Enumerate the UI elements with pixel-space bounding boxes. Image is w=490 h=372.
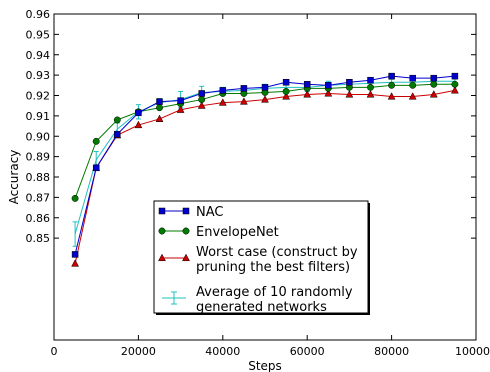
legend-marker bbox=[158, 253, 166, 262]
data-point bbox=[177, 97, 184, 104]
series-layer bbox=[71, 72, 459, 267]
data-point bbox=[156, 104, 163, 112]
data-point bbox=[450, 86, 459, 94]
data-point bbox=[219, 87, 227, 94]
legend-marker bbox=[158, 207, 166, 215]
data-point bbox=[346, 79, 353, 86]
y-tick-label: 0.88 bbox=[26, 171, 51, 184]
data-point bbox=[71, 259, 80, 267]
data-point bbox=[155, 114, 164, 122]
y-tick-label: 0.95 bbox=[26, 28, 51, 41]
data-point bbox=[282, 87, 290, 95]
data-point bbox=[324, 89, 333, 97]
y-tick-label: 0.86 bbox=[26, 212, 51, 225]
data-point bbox=[430, 80, 438, 88]
data-point bbox=[218, 98, 227, 106]
legend-label: EnvelopeNet bbox=[196, 225, 279, 240]
data-point bbox=[408, 92, 417, 100]
data-point bbox=[367, 83, 374, 91]
data-point bbox=[134, 120, 143, 129]
data-point bbox=[240, 85, 248, 92]
data-point bbox=[282, 92, 291, 100]
x-tick-label: 20000 bbox=[121, 345, 156, 358]
data-point bbox=[92, 137, 100, 145]
x-tick-label: 80000 bbox=[374, 345, 409, 358]
data-point bbox=[366, 90, 375, 98]
legend-marker bbox=[182, 227, 190, 235]
legend-entry: Average of 10 randomly generated network… bbox=[162, 285, 353, 315]
data-point bbox=[345, 90, 354, 98]
data-point bbox=[92, 164, 100, 172]
legend: NAC EnvelopeNet Worst case (construct by p… bbox=[153, 200, 370, 315]
y-tick-label: 0.91 bbox=[26, 110, 51, 123]
x-tick-label: 60000 bbox=[290, 345, 325, 358]
data-point bbox=[135, 109, 142, 117]
y-tick-label: 0.89 bbox=[26, 151, 51, 164]
data-point bbox=[156, 98, 163, 105]
data-point bbox=[176, 105, 185, 113]
data-point bbox=[197, 101, 206, 109]
legend-entry: NAC bbox=[158, 205, 223, 220]
y-tick-label: 0.94 bbox=[26, 49, 51, 62]
data-point bbox=[387, 92, 396, 100]
series-0 bbox=[71, 72, 459, 258]
legend-marker bbox=[182, 253, 190, 262]
data-point bbox=[71, 194, 79, 202]
data-point bbox=[451, 72, 459, 80]
legend-label: Worst case (construct by bbox=[196, 245, 358, 260]
y-tick-label: 0.92 bbox=[26, 90, 51, 103]
series-2 bbox=[71, 86, 459, 267]
data-point bbox=[303, 81, 311, 88]
y-tick-label: 0.96 bbox=[26, 8, 51, 21]
legend-label: pruning the best filters) bbox=[196, 260, 350, 275]
data-point bbox=[198, 96, 206, 104]
y-tick-label: 0.90 bbox=[26, 130, 51, 143]
x-tick-label: 0 bbox=[51, 345, 58, 358]
data-point bbox=[388, 72, 395, 80]
data-point bbox=[114, 130, 121, 138]
data-point bbox=[261, 95, 269, 103]
y-tick-label: 0.87 bbox=[26, 191, 51, 204]
data-point bbox=[388, 81, 396, 89]
data-point bbox=[409, 74, 416, 82]
legend-marker bbox=[182, 207, 190, 215]
data-point bbox=[430, 74, 438, 82]
data-point bbox=[429, 90, 438, 98]
y-axis-title: Accuracy bbox=[7, 150, 21, 205]
legend-label: generated networks bbox=[196, 300, 327, 315]
data-point bbox=[198, 90, 205, 97]
legend-box bbox=[153, 200, 369, 314]
data-point bbox=[367, 76, 374, 84]
data-point bbox=[282, 79, 290, 86]
data-point bbox=[113, 116, 121, 124]
legend-marker bbox=[158, 227, 166, 235]
data-point bbox=[451, 80, 459, 88]
data-point bbox=[409, 81, 417, 89]
legend-entry: Worst case (construct by pruning the bes… bbox=[158, 245, 358, 275]
data-point bbox=[261, 84, 269, 91]
y-tick-label: 0.85 bbox=[26, 232, 51, 245]
data-point bbox=[325, 82, 332, 89]
data-point bbox=[71, 251, 79, 258]
legend-label: Average of 10 randomly bbox=[196, 285, 353, 300]
x-axis-title: Steps bbox=[248, 359, 282, 372]
data-point bbox=[239, 97, 248, 105]
data-point bbox=[303, 90, 312, 98]
y-tick-label: 0.93 bbox=[26, 69, 51, 82]
legend-label: NAC bbox=[196, 205, 223, 220]
legend-entry: EnvelopeNet bbox=[158, 225, 279, 240]
x-tick-label: 40000 bbox=[205, 345, 240, 358]
